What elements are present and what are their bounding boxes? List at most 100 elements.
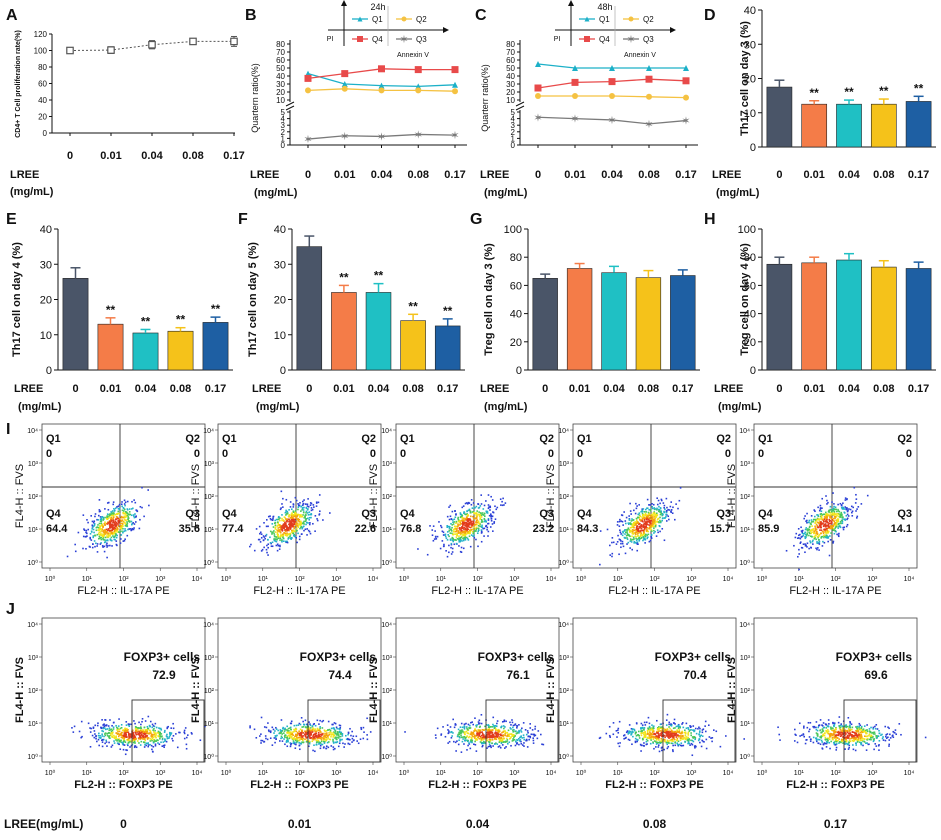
i-event-dot [453,533,455,535]
b-title: 24h [370,2,385,12]
i-event-dot [125,515,127,517]
i-event-dot [94,540,96,542]
i-event-dot [297,503,299,505]
i-event-dot [658,509,660,511]
i-event-dot [631,541,633,543]
j-event-dot [159,735,161,737]
j-event-dot [155,723,157,725]
i-event-dot [628,527,630,529]
i-event-dot [451,543,453,545]
j-event-dot [287,741,289,743]
e-bar-1 [98,324,123,370]
h-x-tick-label: 0.17 [908,383,929,395]
i-event-dot [664,508,666,510]
j-event-dot [164,731,166,733]
i-event-dot [825,537,827,539]
i-event-dot [646,529,648,531]
j-event-dot [324,731,326,733]
i-event-dot [805,534,807,536]
c-y-tick-label: 80 [506,40,515,49]
i-event-dot [821,529,823,531]
j-event-dot [523,722,525,724]
j-event-dot [487,724,489,726]
b-legend-arrow-icon [443,27,449,33]
i-event-dot [500,504,502,506]
i-event-dot [127,529,129,531]
j-x-tick-label: 10³ [686,770,697,777]
i-event-dot [469,524,471,526]
i-event-dot [295,537,297,539]
b-x-tick-label: 0.04 [371,169,393,181]
i-event-dot [648,512,650,514]
i-event-dot [267,554,269,556]
i-event-dot [856,508,858,510]
j-event-dot [332,739,334,741]
c-point-q3: ✶ [681,116,690,128]
j-event-dot [339,724,341,726]
i-event-dot [798,537,800,539]
i-event-dot [463,548,465,550]
b-point-q4 [379,66,385,72]
i-event-dot [314,530,316,532]
j-event-dot [326,745,328,747]
i-event-dot [837,504,839,506]
b-point-q3: ✶ [414,129,423,141]
i-event-dot [820,505,822,507]
i-x-tick-label: 10⁰ [757,575,768,583]
i-event-dot [103,518,105,520]
j-event-dot [504,747,506,749]
j-event-dot [492,717,494,719]
i-event-dot [832,542,834,544]
j-event-dot [473,730,475,732]
j-event-dot [270,730,272,732]
i-event-dot [816,519,818,521]
i-event-dot [811,529,813,531]
j-event-dot [538,730,540,732]
i-event-dot [286,532,288,534]
j-event-dot [275,738,277,740]
i-event-dot [826,513,828,515]
i-event-dot [830,509,832,511]
i-event-dot [299,536,301,538]
j-event-dot [497,720,499,722]
b-lree-unit: (mg/mL) [254,187,298,199]
j-event-dot [472,735,474,737]
j-event-dot [467,740,469,742]
i-event-dot [300,514,302,516]
i-event-dot [123,522,125,524]
j-event-dot [115,735,117,737]
j-event-dot [122,743,124,745]
j-event-dot [316,744,318,746]
i-event-dot [816,542,818,544]
i-event-dot [287,534,289,536]
i-q2-value: 0 [725,448,731,460]
i-event-dot [295,497,297,499]
i-event-dot [622,524,624,526]
j-event-dot [532,734,534,736]
i-event-dot [636,523,638,525]
i-event-dot [298,519,300,521]
j-event-dot [320,748,322,750]
i-event-dot [814,516,816,518]
j-event-dot [479,723,481,725]
i-event-dot [648,509,650,511]
j-event-dot [509,722,511,724]
j-event-dot [510,745,512,747]
i-event-dot [485,510,487,512]
j-event-dot [464,728,466,730]
i-event-dot [472,521,474,523]
j-event-dot [260,740,262,742]
j-event-dot [303,732,305,734]
j-event-dot [363,731,365,733]
j-event-dot [299,733,301,735]
i-event-dot [644,523,646,525]
i-event-dot [269,536,271,538]
i-event-dot [626,543,628,545]
j-event-dot [163,745,165,747]
b-point-q4 [305,75,311,81]
i-event-dot [654,519,656,521]
i-event-dot [452,551,454,553]
j-event-dot [493,725,495,727]
i-event-dot [657,532,659,534]
j-event-dot [151,749,153,751]
